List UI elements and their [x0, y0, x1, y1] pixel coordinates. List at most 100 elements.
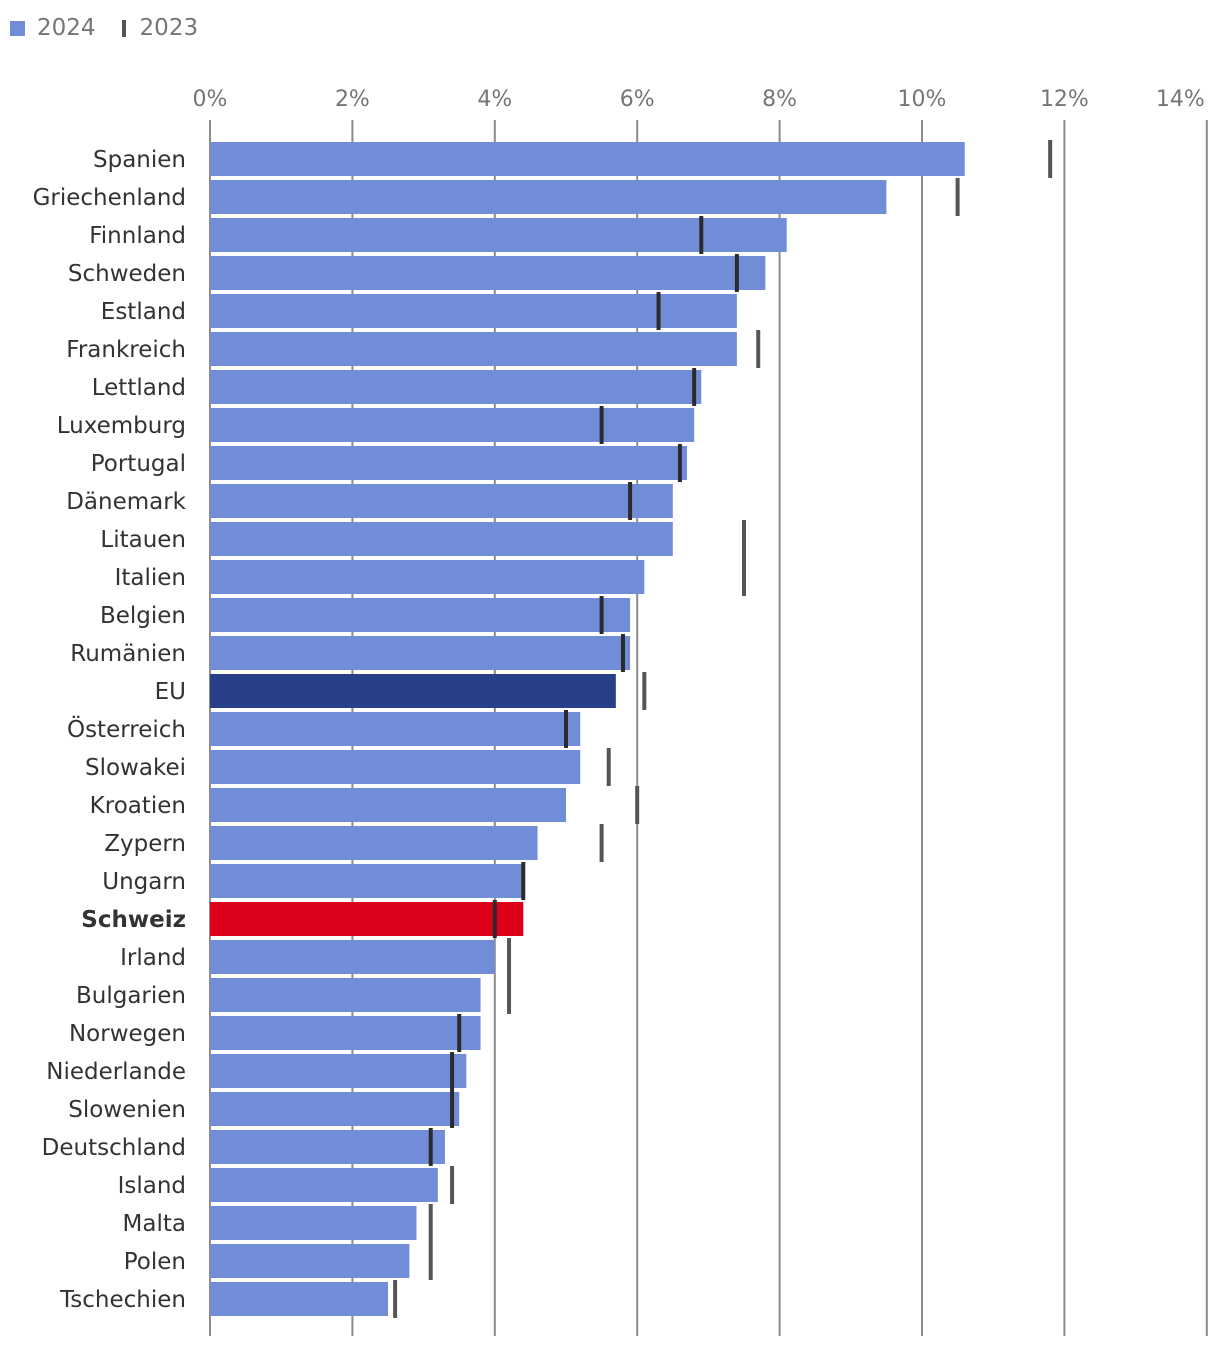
legend-label-2024: 2024	[37, 15, 96, 41]
category-label: Ungarn	[102, 869, 186, 895]
marker-2023	[642, 672, 647, 710]
bar-2024	[210, 180, 887, 214]
x-tick-label: 6%	[620, 87, 655, 112]
marker-2023	[742, 520, 746, 558]
category-label: EU	[155, 679, 186, 705]
category-label: Rumänien	[70, 641, 186, 667]
bar-2024	[210, 864, 524, 898]
bar-2024	[210, 446, 688, 480]
marker-2023	[756, 330, 761, 368]
bar-2024	[210, 674, 616, 708]
category-label: Slowakei	[85, 755, 186, 781]
x-tick-label: 14%	[1156, 87, 1205, 112]
bar-2024	[210, 332, 737, 366]
category-label: Italien	[115, 565, 186, 591]
bar-2024	[210, 1206, 417, 1240]
bar-2024	[210, 1282, 388, 1316]
marker-2023	[599, 824, 604, 862]
marker-2023	[656, 292, 661, 330]
category-label: Zypern	[104, 831, 186, 857]
bar-2024	[210, 294, 737, 328]
x-tick-label: 12%	[1040, 87, 1089, 112]
bar-2024	[210, 598, 631, 632]
category-label: Estland	[101, 299, 186, 325]
bar-2024	[210, 788, 566, 822]
x-axis-tick-labels: 0% 2% 4% 6% 8% 10% 12% 14%	[193, 87, 1205, 112]
category-label: Schweden	[68, 261, 186, 287]
x-tick-label: 2%	[335, 87, 370, 112]
marker-2023	[628, 482, 633, 520]
marker-2023	[507, 938, 512, 976]
marker-2023	[635, 786, 640, 824]
x-tick-label: 0%	[193, 87, 228, 112]
legend-label-2023: 2023	[139, 15, 199, 41]
category-label: Niederlande	[46, 1059, 186, 1085]
marker-2023	[492, 900, 497, 938]
marker-2023	[692, 368, 697, 406]
legend: 2024 2023	[10, 12, 198, 44]
bar-2024	[210, 370, 702, 404]
marker-2023	[1048, 140, 1053, 178]
bar-2024	[210, 484, 673, 518]
marker-2023	[507, 976, 512, 1014]
bar-2024	[210, 1130, 445, 1164]
category-label: Österreich	[67, 715, 186, 743]
marker-2023	[955, 178, 960, 216]
marker-2023	[428, 1204, 433, 1242]
marker-2023	[564, 710, 568, 748]
category-label: Norwegen	[69, 1021, 186, 1047]
category-label: Portugal	[91, 451, 186, 477]
category-labels: Spanien Griechenland Finnland Schweden Estla…	[33, 147, 187, 1313]
category-label: Slowenien	[68, 1097, 186, 1123]
category-label: Frankreich	[66, 337, 186, 363]
category-label: Malta	[123, 1211, 186, 1237]
marker-2023	[450, 1166, 455, 1204]
category-label: Finnland	[89, 223, 186, 249]
marker-2023	[620, 634, 625, 672]
bar-2024	[210, 940, 495, 974]
legend-marker-2023	[121, 19, 126, 37]
category-label: Litauen	[100, 527, 186, 553]
marker-2023	[606, 748, 611, 786]
bar-2024	[210, 826, 538, 860]
bar-2024	[210, 978, 481, 1012]
legend-item-2023[interactable]: 2023	[121, 15, 199, 41]
category-label: Polen	[124, 1249, 186, 1275]
category-label: Luxemburg	[57, 413, 186, 439]
marker-2023	[742, 558, 746, 596]
legend-item-2024[interactable]: 2024	[10, 15, 96, 41]
bar-2024	[210, 1054, 467, 1088]
bar-2024	[210, 560, 645, 594]
bar-2024	[210, 142, 965, 176]
bar-2024	[210, 1168, 438, 1202]
bar-2024	[210, 750, 581, 784]
bar-2024	[210, 1092, 460, 1126]
category-label: Island	[118, 1173, 186, 1199]
category-label: Irland	[120, 945, 186, 971]
bar-2024	[210, 522, 673, 556]
marker-2023	[393, 1280, 398, 1318]
bar-2024	[210, 902, 524, 936]
bar-2024	[210, 1244, 410, 1278]
marker-2023	[599, 406, 604, 444]
category-label: Belgien	[100, 603, 186, 629]
bar-2024	[210, 218, 787, 252]
category-label: Spanien	[93, 147, 186, 173]
marker-2023	[457, 1014, 462, 1052]
marker-2023	[450, 1052, 455, 1090]
category-label: Tschechien	[59, 1287, 186, 1313]
category-label: Deutschland	[42, 1135, 186, 1161]
bar-2024	[210, 408, 695, 442]
bar-2024	[210, 256, 766, 290]
category-label: Lettland	[92, 375, 186, 401]
x-tick-label: 4%	[477, 87, 512, 112]
category-label: Griechenland	[33, 185, 186, 211]
marker-2023	[521, 862, 526, 900]
bar-2024	[210, 636, 631, 670]
x-tick-label: 10%	[898, 87, 947, 112]
bar-2024	[210, 712, 581, 746]
category-label: Schweiz	[81, 907, 186, 933]
category-label: Dänemark	[66, 489, 186, 515]
marker-2023	[599, 596, 604, 634]
